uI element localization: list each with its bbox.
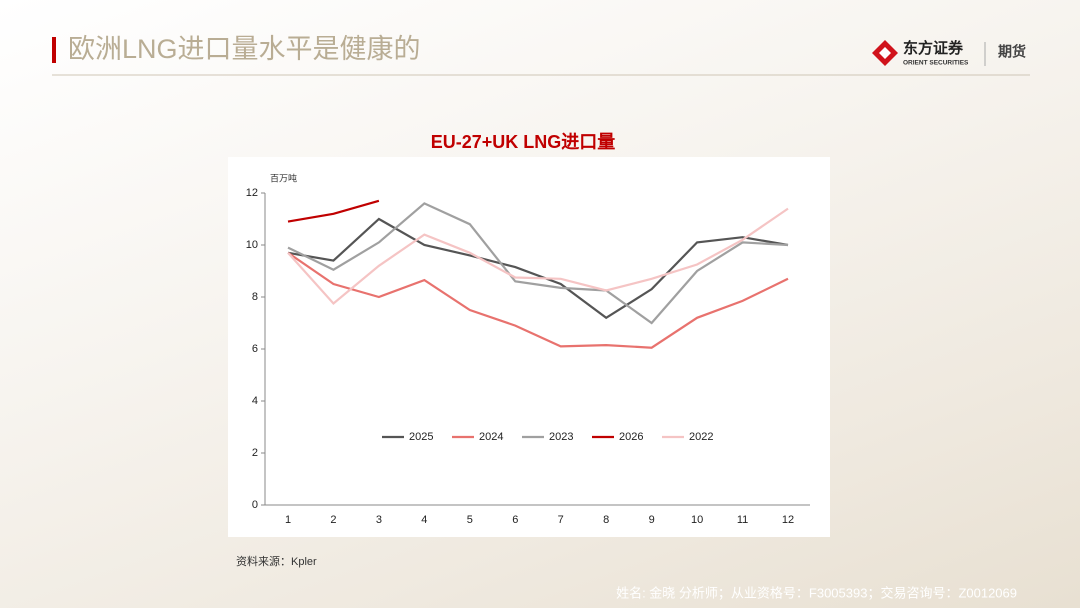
chart-title: EU-27+UK LNG进口量	[431, 131, 616, 152]
y-tick-label: 8	[252, 291, 258, 303]
chart-area	[228, 157, 830, 537]
series-line	[287, 202, 789, 325]
footer: 姓名: 金晓 分析师；从业资格号：F3005393；交易咨询号：Z0012069	[616, 585, 1017, 601]
x-tick-label: 5	[467, 514, 473, 526]
x-tick-label: 6	[512, 514, 518, 526]
x-tick-label: 12	[782, 514, 794, 526]
x-tick-label: 7	[558, 514, 564, 526]
x-tick-label: 3	[376, 514, 382, 526]
series-line	[287, 217, 789, 320]
y-tick-label: 0	[252, 499, 258, 511]
series-line	[287, 199, 380, 223]
legend-label: 2025	[409, 431, 433, 443]
series-line	[287, 251, 789, 349]
legend-label: 2024	[479, 431, 503, 443]
x-tick-label: 2	[330, 514, 336, 526]
logo-mark-inner	[879, 47, 891, 59]
logo: 东方证券 ORIENT SECURITIES 期货	[872, 39, 1026, 67]
page-title: 欧洲LNG进口量水平是健康的	[68, 34, 421, 64]
brand: 东方证券	[903, 39, 964, 57]
x-tick-label: 4	[421, 514, 427, 526]
series-line	[287, 207, 789, 306]
title-accent	[52, 37, 56, 63]
x-tick-label: 9	[649, 514, 655, 526]
x-tick-label: 1	[285, 514, 291, 526]
y-tick-label: 6	[252, 343, 258, 355]
legend-label: 2022	[689, 431, 713, 443]
y-tick-label: 4	[252, 395, 258, 407]
division: 期货	[998, 44, 1026, 60]
brand-en: ORIENT SECURITIES	[903, 60, 969, 67]
x-tick-label: 8	[603, 514, 609, 526]
x-tick-label: 11	[737, 514, 748, 526]
y-tick-label: 2	[252, 447, 258, 459]
legend-label: 2026	[619, 431, 643, 443]
y-axis-unit: 百万吨	[270, 172, 297, 183]
x-tick-label: 10	[691, 514, 703, 526]
y-tick-label: 10	[246, 239, 258, 251]
y-tick-label: 12	[246, 187, 258, 199]
legend-label: 2023	[549, 431, 573, 443]
source: 资料来源：Kpler	[236, 554, 317, 568]
